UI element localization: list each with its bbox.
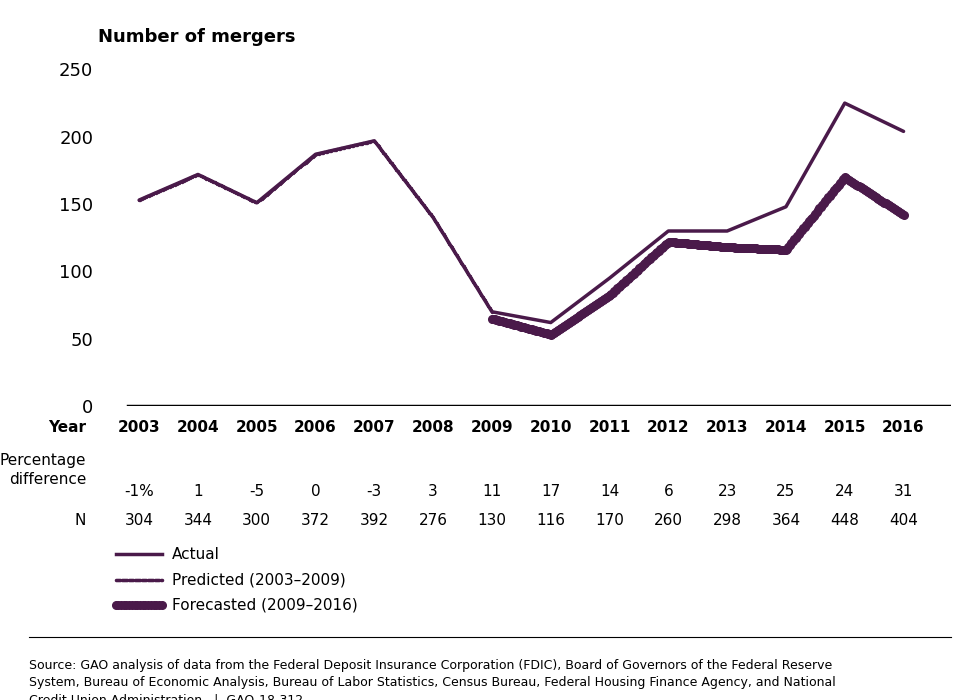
Text: Predicted (2003–2009): Predicted (2003–2009): [172, 572, 345, 587]
Text: 130: 130: [477, 513, 507, 528]
Text: 298: 298: [712, 513, 742, 528]
Text: 25: 25: [776, 484, 796, 499]
Text: 31: 31: [894, 484, 913, 499]
Text: 404: 404: [889, 513, 918, 528]
Text: 3: 3: [428, 484, 438, 499]
Text: 2003: 2003: [118, 419, 161, 435]
Text: 364: 364: [771, 513, 801, 528]
Text: 2005: 2005: [235, 419, 278, 435]
Text: 344: 344: [183, 513, 213, 528]
Text: 276: 276: [418, 513, 448, 528]
Text: 448: 448: [830, 513, 859, 528]
Text: 2011: 2011: [588, 419, 631, 435]
Text: 24: 24: [835, 484, 855, 499]
Text: 2009: 2009: [470, 419, 514, 435]
Text: 2015: 2015: [823, 419, 866, 435]
Text: 2012: 2012: [647, 419, 690, 435]
Text: 2014: 2014: [764, 419, 808, 435]
Text: Actual: Actual: [172, 547, 220, 562]
Text: 23: 23: [717, 484, 737, 499]
Text: Number of mergers: Number of mergers: [98, 28, 296, 46]
Text: 116: 116: [536, 513, 565, 528]
Text: Percentage
difference: Percentage difference: [0, 453, 86, 486]
Text: 11: 11: [482, 484, 502, 499]
Text: 372: 372: [301, 513, 330, 528]
Text: 1: 1: [193, 484, 203, 499]
Text: 2016: 2016: [882, 419, 925, 435]
Text: 170: 170: [595, 513, 624, 528]
Text: 260: 260: [654, 513, 683, 528]
Text: Year: Year: [48, 419, 86, 435]
Text: 2010: 2010: [529, 419, 572, 435]
Text: 392: 392: [360, 513, 389, 528]
Text: Source: GAO analysis of data from the Federal Deposit Insurance Corporation (FDI: Source: GAO analysis of data from the Fe…: [29, 659, 836, 700]
Text: 300: 300: [242, 513, 271, 528]
Text: 2008: 2008: [412, 419, 455, 435]
Text: 304: 304: [124, 513, 154, 528]
Text: -5: -5: [249, 484, 265, 499]
Text: 0: 0: [311, 484, 320, 499]
Text: 2006: 2006: [294, 419, 337, 435]
Text: -3: -3: [367, 484, 382, 499]
Text: 2013: 2013: [706, 419, 749, 435]
Text: N: N: [74, 513, 86, 528]
Text: 6: 6: [663, 484, 673, 499]
Text: 17: 17: [541, 484, 561, 499]
Text: 2007: 2007: [353, 419, 396, 435]
Text: 2004: 2004: [176, 419, 220, 435]
Text: 14: 14: [600, 484, 619, 499]
Text: Forecasted (2009–2016): Forecasted (2009–2016): [172, 597, 358, 612]
Text: -1%: -1%: [124, 484, 154, 499]
